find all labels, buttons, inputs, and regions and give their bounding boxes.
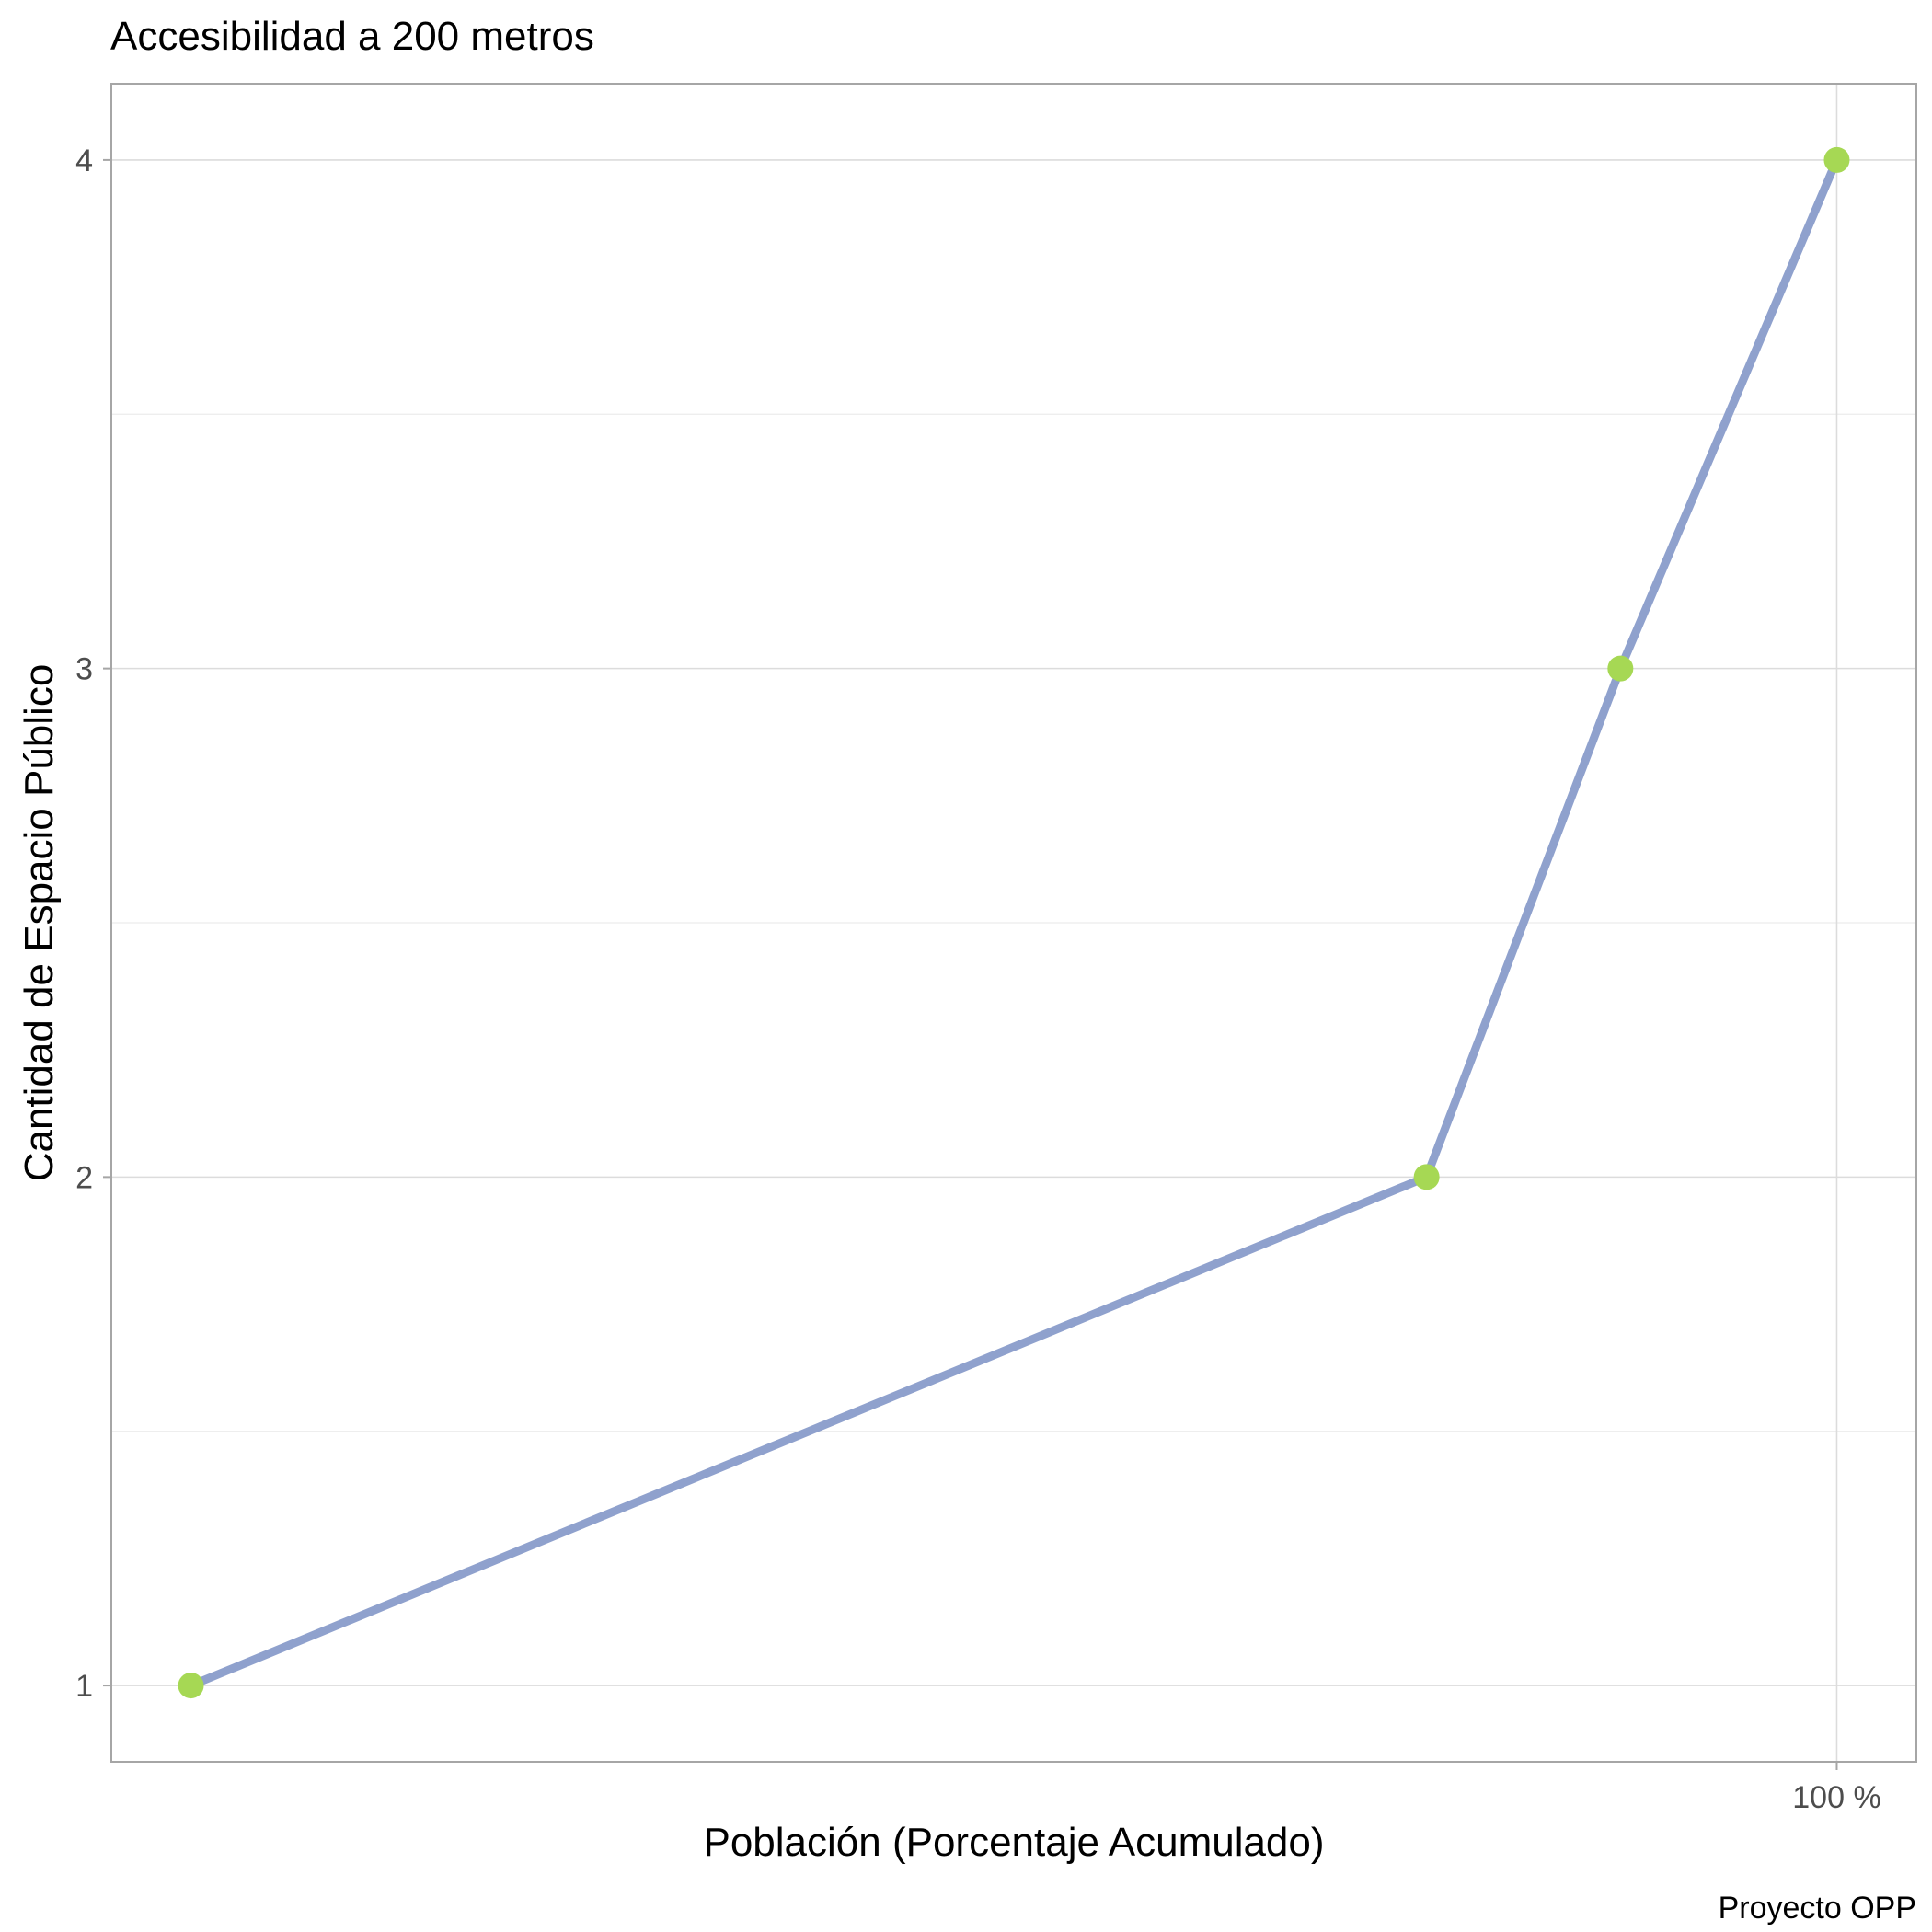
plot-panel [110, 83, 1917, 1763]
y-tick-label: 1 [75, 1669, 93, 1704]
y-axis-title: Cantidad de Espacio Público [17, 664, 62, 1182]
series-line [187, 155, 1841, 1690]
data-point [1823, 146, 1850, 173]
series [178, 146, 1850, 1699]
x-tick-label: 100 % [1792, 1780, 1880, 1815]
chart-caption: Proyecto OPP [1719, 1891, 1916, 1926]
y-tick-label: 4 [75, 144, 93, 178]
y-tick-label: 3 [75, 652, 93, 687]
data-point [1413, 1164, 1440, 1190]
data-point [178, 1673, 204, 1699]
chart-title: Accesibilidad a 200 metros [110, 14, 594, 59]
axis-ticks: 1 2 3 4 100 % [75, 144, 1881, 1815]
x-axis-title: Población (Porcentaje Acumulado) [703, 1820, 1324, 1865]
data-point [1607, 655, 1634, 682]
y-tick-label: 2 [75, 1160, 93, 1195]
grid [111, 84, 1916, 1762]
